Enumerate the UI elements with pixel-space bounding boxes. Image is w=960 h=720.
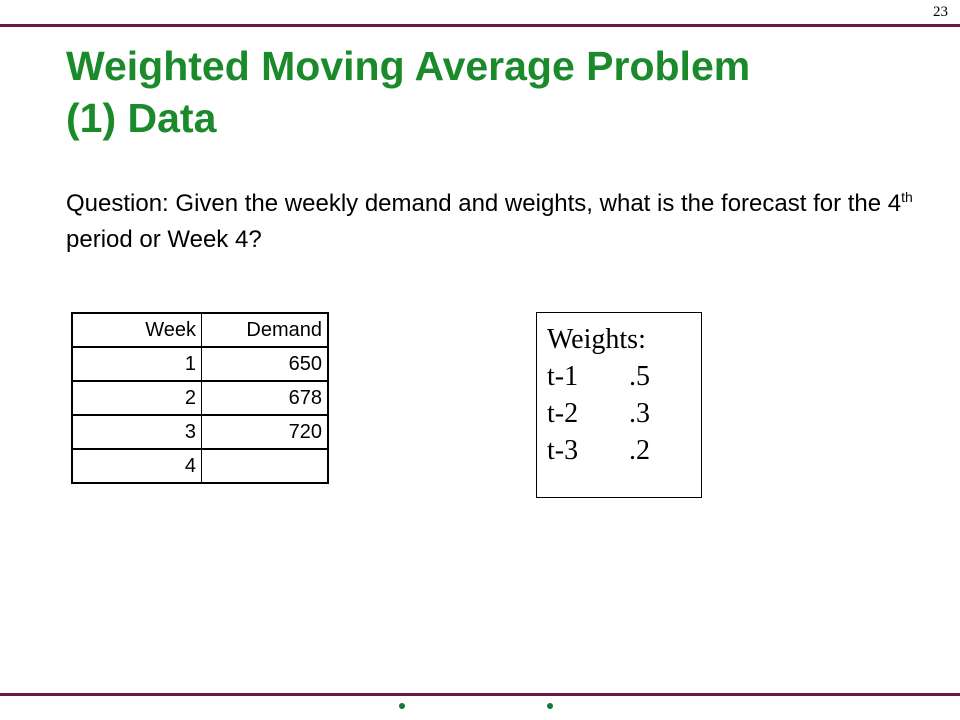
question-text: Question: Given the weekly demand and we… — [66, 186, 916, 258]
weight-label: t-1 — [547, 361, 579, 392]
demand-table: Week Demand 1 650 2 678 3 720 4 — [71, 312, 329, 484]
weight-row: t-3 .2 — [547, 432, 691, 469]
weight-value: .2 — [629, 435, 650, 466]
title-line-2: (1) Data — [66, 95, 217, 141]
bottom-rule — [0, 693, 960, 696]
weight-value: .5 — [629, 361, 650, 392]
table-header-row: Week Demand — [71, 312, 329, 348]
weights-box: Weights: t-1 .5 t-2 .3 t-3 .2 — [536, 312, 702, 498]
decorative-dot — [547, 703, 553, 709]
weight-row: t-2 .3 — [547, 395, 691, 432]
cell-demand: 720 — [201, 414, 329, 450]
weight-row: t-1 .5 — [547, 358, 691, 395]
question-part-1: Question: Given the weekly demand and we… — [66, 190, 902, 217]
cell-week: 2 — [71, 380, 202, 416]
cell-demand: 678 — [201, 380, 329, 416]
weights-heading: Weights: — [547, 324, 646, 355]
title-line-1: Weighted Moving Average Problem — [66, 43, 751, 89]
cell-week: 4 — [71, 448, 202, 484]
cell-demand — [201, 448, 329, 484]
table-row: 1 650 — [71, 346, 329, 382]
question-part-2: period or Week 4? — [66, 226, 262, 253]
weight-label: t-2 — [547, 398, 579, 429]
header-week: Week — [71, 312, 202, 348]
weight-label: t-3 — [547, 435, 579, 466]
question-superscript: th — [901, 189, 913, 205]
cell-demand: 650 — [201, 346, 329, 382]
table-row: 3 720 — [71, 414, 329, 450]
slide-title: Weighted Moving Average Problem (1) Data — [66, 40, 926, 144]
top-rule — [0, 24, 960, 27]
table-row: 2 678 — [71, 380, 329, 416]
cell-week: 3 — [71, 414, 202, 450]
table-row: 4 — [71, 448, 329, 484]
decorative-dot — [399, 703, 405, 709]
cell-week: 1 — [71, 346, 202, 382]
page-number: 23 — [933, 4, 948, 20]
header-demand: Demand — [201, 312, 329, 348]
weight-value: .3 — [629, 398, 650, 429]
